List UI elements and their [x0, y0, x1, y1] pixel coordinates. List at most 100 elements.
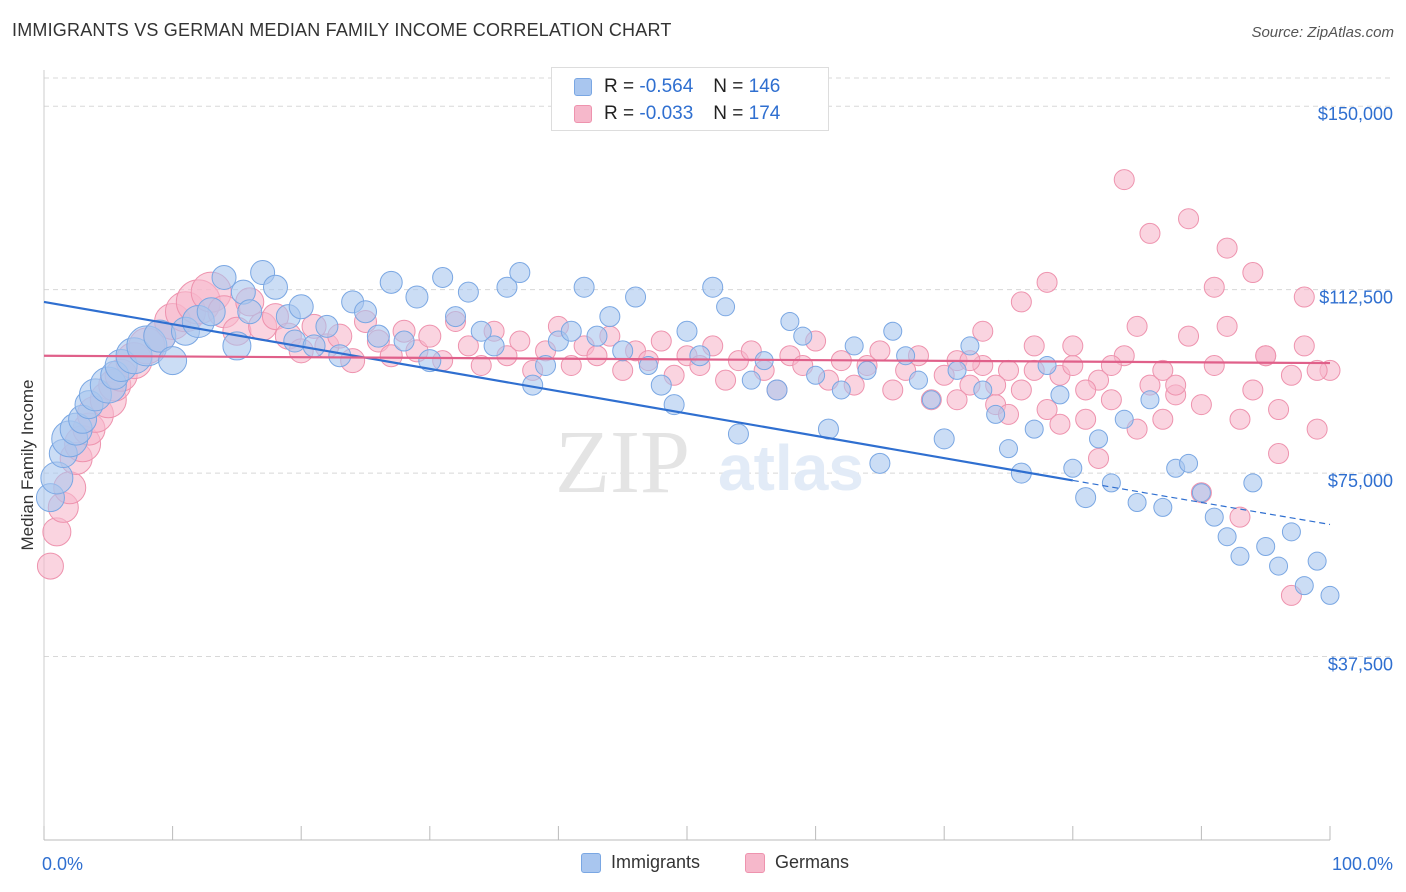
- germans-swatch: [574, 105, 592, 123]
- immigrants-point: [535, 355, 557, 377]
- immigrants-point: [650, 374, 672, 396]
- germans-point: [1268, 443, 1290, 465]
- germans-point: [1152, 359, 1174, 381]
- watermark-zip: ZIP: [555, 413, 690, 512]
- immigrants-point: [741, 370, 761, 390]
- germans-point: [1113, 169, 1135, 191]
- immigrants-point: [222, 331, 252, 361]
- immigrants-point: [676, 320, 698, 342]
- immigrants-trend-line: [43, 300, 1073, 482]
- immigrants-point: [933, 428, 955, 450]
- immigrants-n-value: 146: [748, 76, 781, 97]
- germans-legend-label: Germans: [775, 852, 850, 872]
- germans-n-value: 174: [748, 103, 781, 124]
- germans-point: [457, 335, 479, 357]
- x-tick-label: 0.0%: [42, 854, 83, 874]
- chart-source: Source: ZipAtlas.com: [1251, 24, 1394, 41]
- germans-point: [560, 355, 582, 377]
- n-label: N =: [713, 76, 744, 97]
- germans-point: [1242, 379, 1264, 401]
- germans-point: [1023, 335, 1045, 357]
- immigrants-point: [509, 262, 531, 284]
- immigrants-point: [483, 335, 505, 357]
- immigrants-point: [638, 356, 658, 376]
- immigrants-point: [727, 423, 749, 445]
- watermark-atlas: atlas: [718, 432, 864, 504]
- germans-point: [1139, 222, 1161, 244]
- immigrants-point: [1089, 429, 1109, 449]
- immigrants-legend-swatch: [581, 852, 601, 873]
- immigrants-swatch: [574, 78, 592, 96]
- germans-point: [1088, 447, 1110, 469]
- immigrants-point: [1024, 419, 1044, 439]
- immigrants-point: [1127, 492, 1147, 512]
- bottom-legend-immigrants: Immigrants: [581, 852, 700, 873]
- germans-point: [1216, 315, 1238, 337]
- immigrants-point: [283, 329, 307, 353]
- immigrants-point: [328, 344, 352, 368]
- immigrants-r-value: -0.564: [639, 76, 694, 97]
- immigrants-point: [379, 270, 403, 294]
- immigrants-point: [766, 379, 788, 401]
- germans-point: [1255, 345, 1277, 367]
- immigrants-point: [366, 324, 390, 348]
- immigrants-point: [262, 274, 288, 300]
- immigrants-point: [896, 346, 916, 366]
- y-tick-label: $37,500: [1328, 655, 1393, 675]
- x-tick-label: 100.0%: [1332, 854, 1393, 874]
- immigrants-point: [1063, 458, 1083, 478]
- immigrants-trend-extension: [1072, 479, 1331, 526]
- immigrants-point: [1230, 546, 1250, 566]
- immigrants-point: [354, 300, 377, 324]
- germans-point: [36, 552, 64, 580]
- germans-trend-line: [43, 354, 1331, 365]
- germans-point: [1268, 399, 1290, 421]
- immigrants-point: [302, 334, 326, 358]
- germans-r-value: -0.033: [639, 103, 694, 124]
- germans-point: [418, 324, 442, 348]
- germans-point: [1152, 408, 1174, 430]
- immigrants-point: [196, 297, 226, 327]
- immigrants-point: [869, 452, 891, 474]
- immigrants-point: [960, 336, 980, 356]
- germans-point: [1280, 364, 1302, 386]
- immigrants-point: [612, 340, 634, 362]
- immigrants-point: [831, 380, 851, 400]
- germans-point: [1036, 271, 1058, 293]
- germans-point: [1203, 355, 1225, 377]
- germans-point: [1075, 408, 1097, 430]
- immigrants-point: [1179, 453, 1199, 473]
- germans-point: [1293, 335, 1315, 357]
- immigrants-point: [973, 380, 993, 400]
- immigrants-point: [586, 325, 608, 347]
- germans-point: [882, 379, 904, 401]
- immigrants-point: [418, 349, 442, 373]
- r-label: R =: [604, 76, 635, 97]
- immigrants-point: [1256, 536, 1276, 556]
- germans-point: [1178, 208, 1200, 230]
- immigrants-point: [573, 276, 595, 298]
- immigrants-point: [158, 346, 188, 376]
- immigrants-point: [1217, 527, 1237, 547]
- immigrants-point: [921, 390, 941, 410]
- germans-point: [1075, 379, 1097, 401]
- germans-point: [612, 359, 634, 381]
- germans-point: [1010, 291, 1032, 313]
- immigrants-point: [1294, 576, 1314, 596]
- germans-point: [715, 369, 737, 391]
- immigrants-point: [405, 285, 429, 309]
- germans-point: [1293, 286, 1315, 308]
- germans-point: [1010, 379, 1032, 401]
- immigrants-point: [1320, 585, 1340, 605]
- germans-point: [1203, 276, 1225, 298]
- immigrants-point: [1191, 483, 1211, 503]
- germans-point: [1049, 413, 1071, 435]
- immigrants-point: [560, 320, 582, 342]
- legend-row-germans: R = -0.033 N = 174: [574, 102, 780, 126]
- germans-point: [1178, 325, 1200, 347]
- y-tick-label: $150,000: [1318, 104, 1393, 124]
- r-label: R =: [604, 103, 635, 124]
- bottom-legend-germans: Germans: [745, 852, 849, 873]
- immigrants-point: [689, 345, 711, 367]
